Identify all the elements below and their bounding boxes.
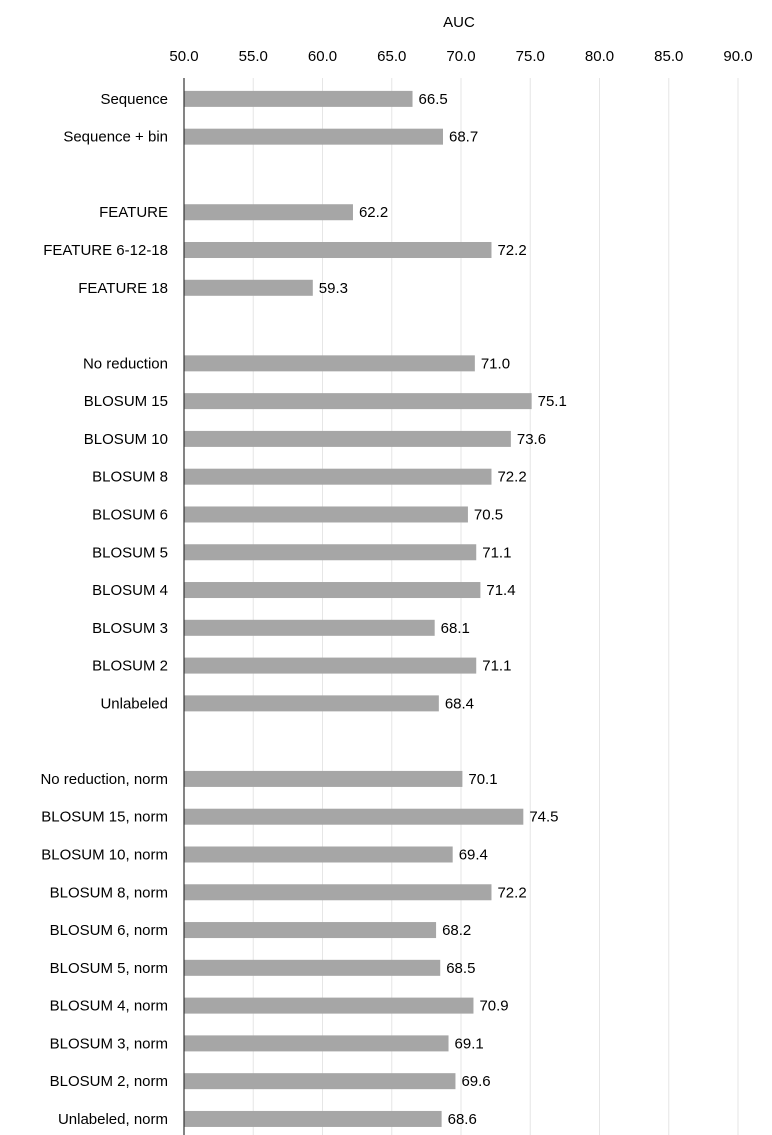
- category-label: FEATURE 18: [78, 280, 168, 297]
- bar: [184, 582, 481, 599]
- bar: [184, 657, 477, 674]
- x-tick-label: 65.0: [377, 48, 406, 65]
- value-label: 59.3: [319, 280, 348, 297]
- value-label: 71.1: [482, 658, 511, 675]
- category-label: BLOSUM 5, norm: [50, 960, 168, 977]
- value-label: 73.6: [517, 431, 546, 448]
- bar: [184, 959, 441, 976]
- category-labels: Sequence Sequence + bin FEATURE FEATURE 6-1…: [40, 91, 168, 1128]
- x-tick-label: 75.0: [516, 48, 545, 65]
- bar: [184, 1073, 456, 1090]
- category-label: Unlabeled, norm: [58, 1111, 168, 1128]
- value-label: 71.4: [486, 582, 515, 599]
- bar: [184, 506, 468, 523]
- value-label: 71.0: [481, 355, 510, 372]
- x-tick-label: 80.0: [585, 48, 614, 65]
- bar: [184, 770, 463, 787]
- bar: [184, 393, 532, 410]
- category-label: BLOSUM 8, norm: [50, 884, 168, 901]
- x-tick-label: 90.0: [723, 48, 752, 65]
- x-tick-label: 55.0: [239, 48, 268, 65]
- category-label: FEATURE: [99, 204, 168, 221]
- value-label: 69.6: [461, 1073, 490, 1090]
- category-label: No reduction: [83, 355, 168, 372]
- category-label: FEATURE 6-12-18: [43, 242, 168, 259]
- x-tick-label: 50.0: [169, 48, 198, 65]
- value-label: 74.5: [529, 809, 558, 826]
- bar: [184, 90, 413, 107]
- category-label: BLOSUM 6, norm: [50, 922, 168, 939]
- category-label: No reduction, norm: [40, 771, 168, 788]
- bar: [184, 430, 511, 447]
- x-tick-label: 70.0: [446, 48, 475, 65]
- bar: [184, 922, 437, 939]
- category-label: BLOSUM 3: [92, 620, 168, 637]
- value-label: 71.1: [482, 544, 511, 561]
- bar: [184, 355, 475, 372]
- value-label: 68.7: [449, 129, 478, 146]
- value-label: 72.2: [497, 242, 526, 259]
- value-label: 70.9: [479, 998, 508, 1015]
- category-label: BLOSUM 10, norm: [41, 846, 168, 863]
- value-label: 72.2: [497, 884, 526, 901]
- category-label: BLOSUM 15, norm: [41, 809, 168, 826]
- bar: [184, 279, 313, 296]
- bar: [184, 204, 353, 221]
- x-tick-label: 85.0: [654, 48, 683, 65]
- value-label: 69.1: [455, 1035, 484, 1052]
- category-label: BLOSUM 4: [92, 582, 168, 599]
- bar: [184, 808, 524, 825]
- value-label: 66.5: [419, 91, 448, 108]
- category-label: Unlabeled: [100, 695, 168, 712]
- value-label: 68.4: [445, 695, 474, 712]
- value-label: 68.2: [442, 922, 471, 939]
- category-label: BLOSUM 10: [84, 431, 168, 448]
- category-label: BLOSUM 15: [84, 393, 168, 410]
- gridlines: [252, 78, 739, 1135]
- value-label: 68.1: [441, 620, 470, 637]
- bar: [184, 884, 492, 901]
- value-label: 72.2: [497, 469, 526, 486]
- value-labels: 66.5 68.7 62.2 72.2 59.3 71.0 75.1 73.6 72.2 70.5…: [319, 91, 567, 1128]
- bar: [184, 1110, 442, 1127]
- category-label: BLOSUM 3, norm: [50, 1035, 168, 1052]
- category-label: BLOSUM 4, norm: [50, 998, 168, 1015]
- category-label: Sequence: [100, 91, 168, 108]
- bar: [184, 619, 435, 636]
- value-label: 70.1: [468, 771, 497, 788]
- value-label: 68.5: [446, 960, 475, 977]
- value-label: 75.1: [538, 393, 567, 410]
- bar: [184, 695, 439, 712]
- category-label: BLOSUM 5: [92, 544, 168, 561]
- bar: [184, 242, 492, 259]
- bar: [184, 846, 453, 863]
- category-label: BLOSUM 8: [92, 469, 168, 486]
- bar: [184, 544, 477, 561]
- value-label: 62.2: [359, 204, 388, 221]
- category-label: BLOSUM 2, norm: [50, 1073, 168, 1090]
- category-label: BLOSUM 6: [92, 506, 168, 523]
- bar: [184, 468, 492, 485]
- bar: [184, 128, 443, 145]
- bar: [184, 997, 474, 1014]
- value-label: 68.6: [448, 1111, 477, 1128]
- category-label: Sequence + bin: [63, 129, 168, 146]
- bars: [184, 90, 532, 1127]
- x-axis-title: AUC: [443, 14, 475, 31]
- x-tick-label: 60.0: [308, 48, 337, 65]
- category-label: BLOSUM 2: [92, 658, 168, 675]
- value-label: 69.4: [459, 846, 488, 863]
- value-label: 70.5: [474, 506, 503, 523]
- x-tick-labels: 50.0 55.0 60.0 65.0 70.0 75.0 80.0 85.0 90.0: [169, 48, 752, 65]
- bar: [184, 1035, 449, 1052]
